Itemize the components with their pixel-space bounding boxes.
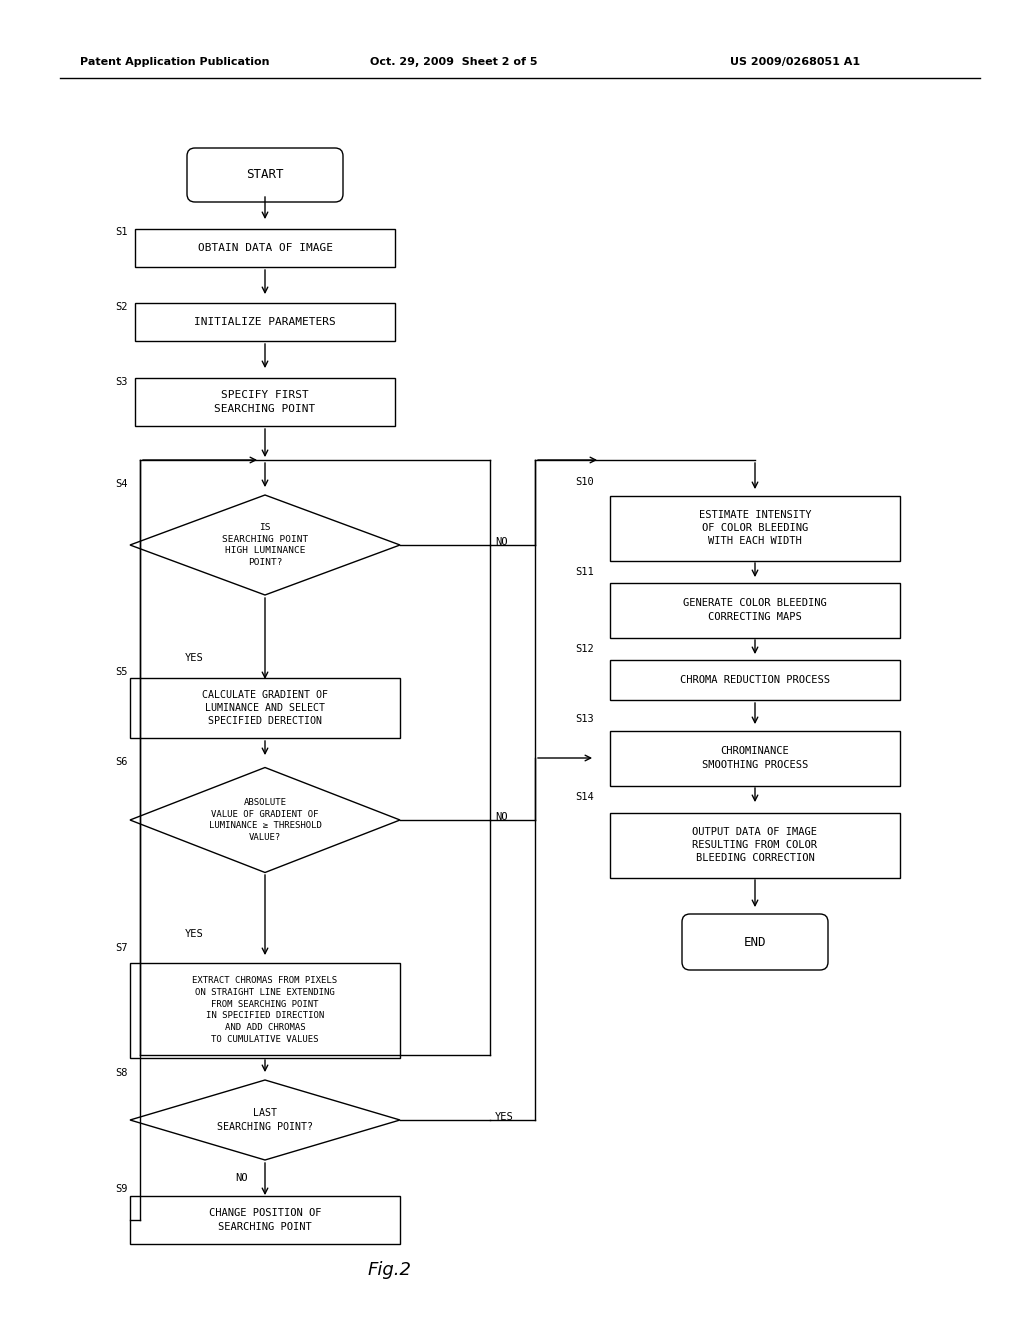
Text: START: START — [246, 169, 284, 181]
FancyBboxPatch shape — [135, 228, 395, 267]
FancyBboxPatch shape — [130, 678, 400, 738]
Text: CHROMA REDUCTION PROCESS: CHROMA REDUCTION PROCESS — [680, 675, 830, 685]
Text: S4: S4 — [115, 479, 128, 488]
FancyBboxPatch shape — [610, 813, 900, 878]
FancyBboxPatch shape — [610, 495, 900, 561]
Text: ABSOLUTE
VALUE OF GRADIENT OF
LUMINANCE ≥ THRESHOLD
VALUE?: ABSOLUTE VALUE OF GRADIENT OF LUMINANCE … — [209, 797, 322, 842]
Text: INITIALIZE PARAMETERS: INITIALIZE PARAMETERS — [195, 317, 336, 327]
Text: CALCULATE GRADIENT OF
LUMINANCE AND SELECT
SPECIFIED DERECTION: CALCULATE GRADIENT OF LUMINANCE AND SELE… — [202, 690, 328, 726]
FancyBboxPatch shape — [682, 913, 828, 970]
FancyBboxPatch shape — [610, 730, 900, 785]
Text: CHROMINANCE
SMOOTHING PROCESS: CHROMINANCE SMOOTHING PROCESS — [701, 746, 808, 770]
Text: S10: S10 — [575, 477, 594, 487]
Text: EXTRACT CHROMAS FROM PIXELS
ON STRAIGHT LINE EXTENDING
FROM SEARCHING POINT
IN S: EXTRACT CHROMAS FROM PIXELS ON STRAIGHT … — [193, 975, 338, 1044]
Text: S7: S7 — [115, 942, 128, 953]
Polygon shape — [130, 495, 400, 595]
Text: NO: NO — [234, 1173, 248, 1183]
Text: Patent Application Publication: Patent Application Publication — [80, 57, 269, 67]
Text: NO: NO — [495, 537, 508, 546]
Text: S8: S8 — [115, 1068, 128, 1078]
Text: S14: S14 — [575, 792, 594, 803]
Polygon shape — [130, 767, 400, 873]
FancyBboxPatch shape — [130, 962, 400, 1057]
FancyBboxPatch shape — [135, 378, 395, 426]
Text: S9: S9 — [115, 1184, 128, 1195]
FancyBboxPatch shape — [610, 582, 900, 638]
Text: LAST
SEARCHING POINT?: LAST SEARCHING POINT? — [217, 1109, 313, 1131]
FancyBboxPatch shape — [135, 304, 395, 341]
Text: S6: S6 — [115, 756, 128, 767]
Text: IS
SEARCHING POINT
HIGH LUMINANCE
POINT?: IS SEARCHING POINT HIGH LUMINANCE POINT? — [222, 523, 308, 568]
Text: S12: S12 — [575, 644, 594, 653]
Text: US 2009/0268051 A1: US 2009/0268051 A1 — [730, 57, 860, 67]
Text: OUTPUT DATA OF IMAGE
RESULTING FROM COLOR
BLEEDING CORRECTION: OUTPUT DATA OF IMAGE RESULTING FROM COLO… — [692, 826, 817, 863]
Text: S3: S3 — [115, 378, 128, 387]
Text: YES: YES — [185, 653, 204, 663]
Text: Fig.2: Fig.2 — [368, 1261, 412, 1279]
Text: S11: S11 — [575, 568, 594, 577]
FancyBboxPatch shape — [130, 1196, 400, 1243]
Text: END: END — [743, 936, 766, 949]
Text: Oct. 29, 2009  Sheet 2 of 5: Oct. 29, 2009 Sheet 2 of 5 — [370, 57, 538, 67]
Text: YES: YES — [495, 1111, 514, 1122]
Text: GENERATE COLOR BLEEDING
CORRECTING MAPS: GENERATE COLOR BLEEDING CORRECTING MAPS — [683, 598, 826, 622]
FancyBboxPatch shape — [187, 148, 343, 202]
FancyBboxPatch shape — [610, 660, 900, 700]
Text: ESTIMATE INTENSITY
OF COLOR BLEEDING
WITH EACH WIDTH: ESTIMATE INTENSITY OF COLOR BLEEDING WIT… — [698, 510, 811, 546]
Text: S1: S1 — [115, 227, 128, 238]
Text: SPECIFY FIRST
SEARCHING POINT: SPECIFY FIRST SEARCHING POINT — [214, 391, 315, 413]
Text: CHANGE POSITION OF
SEARCHING POINT: CHANGE POSITION OF SEARCHING POINT — [209, 1208, 322, 1232]
Text: YES: YES — [185, 929, 204, 939]
Polygon shape — [130, 1080, 400, 1160]
Text: S5: S5 — [115, 667, 128, 677]
Text: OBTAIN DATA OF IMAGE: OBTAIN DATA OF IMAGE — [198, 243, 333, 253]
Text: S13: S13 — [575, 714, 594, 723]
Text: NO: NO — [495, 812, 508, 822]
Text: S2: S2 — [115, 302, 128, 312]
